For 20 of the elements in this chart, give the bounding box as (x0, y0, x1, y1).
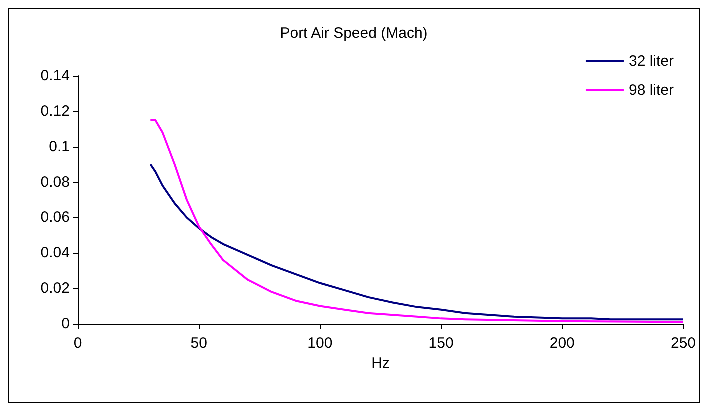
y-tick-label: 0 (62, 316, 70, 332)
legend-label: 98 liter (628, 82, 674, 99)
y-tick-label: 0.08 (40, 174, 70, 191)
line-series (150, 119, 684, 324)
x-axis-title: Hz (372, 354, 390, 372)
y-tick-label: 0.04 (40, 244, 70, 262)
x-tick-label: 150 (428, 335, 454, 352)
legend-label: 32 liter (628, 53, 674, 70)
x-tick-label: 100 (308, 335, 333, 352)
y-tick-label: 0.1 (49, 138, 70, 156)
x-tick-label: 50 (190, 335, 208, 352)
chart-title: Port Air Speed (Mach) (280, 25, 428, 42)
y-tick-label: 0.14 (40, 68, 70, 84)
x-tick-label: 200 (550, 335, 575, 352)
y-tick-label: 0.12 (40, 102, 70, 120)
x-tick-label: 250 (670, 335, 696, 352)
x-tick-label: 0 (74, 335, 82, 352)
y-tick-label: 0.02 (40, 280, 70, 298)
y-tick-label: 0.06 (40, 209, 70, 226)
line-series (150, 164, 684, 321)
